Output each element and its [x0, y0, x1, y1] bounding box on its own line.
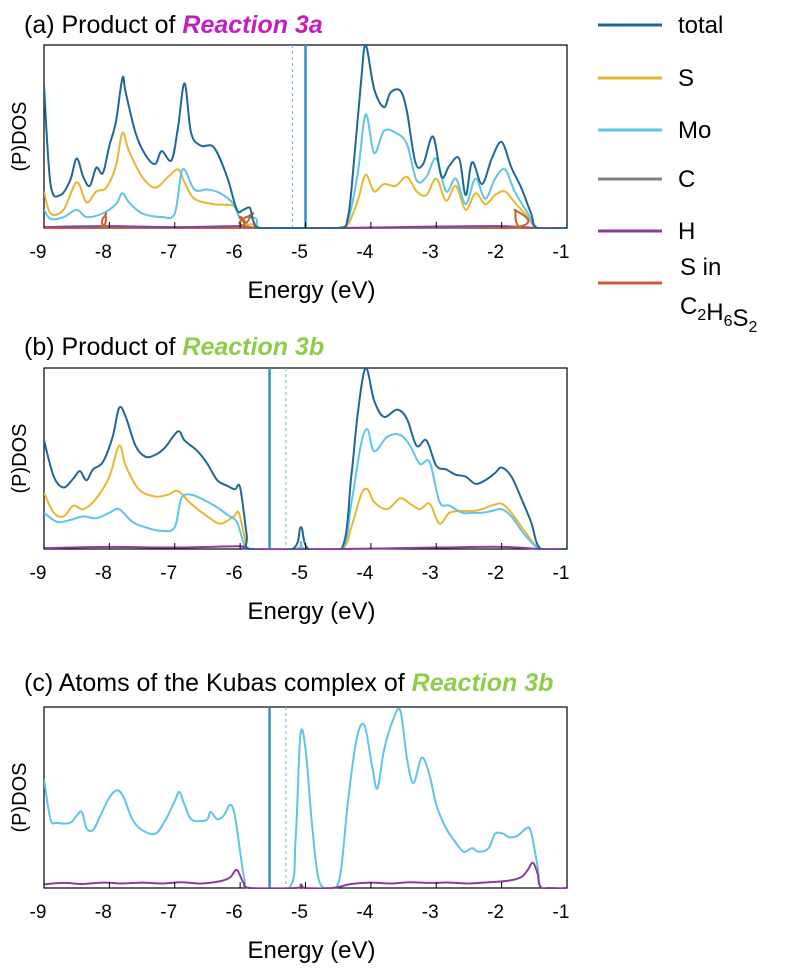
- legend-label-c: C: [678, 166, 695, 193]
- x-tick-label: -3: [422, 242, 439, 263]
- x-tick-label: -2: [487, 902, 504, 923]
- legend-label-s-in: S in: [680, 254, 721, 281]
- formula-element: H: [706, 299, 723, 326]
- plot-frame: [43, 367, 568, 550]
- x-tick-label: -5: [291, 902, 308, 923]
- x-tick-label: -1: [553, 902, 570, 923]
- legend-label-c2h6s2: C2H6S2: [680, 293, 758, 336]
- panel-title-prefix: (c) Atoms of the Kubas complex of: [24, 669, 412, 697]
- x-tick-label: -5: [291, 242, 308, 263]
- panel-title-highlight: Reaction 3b: [412, 669, 554, 697]
- x-tick-label: -9: [30, 563, 47, 584]
- panel-title: (b) Product of Reaction 3b: [24, 333, 324, 361]
- panel-title-highlight: Reaction 3a: [182, 11, 322, 39]
- panel-c: (c) Atoms of the Kubas complex of Reacti…: [9, 669, 569, 964]
- x-tick-label: -6: [226, 563, 243, 584]
- series-mo-line: [44, 428, 567, 550]
- x-tick-label: -8: [95, 242, 112, 263]
- x-tick-label: -6: [226, 242, 243, 263]
- formula-element: S: [733, 305, 749, 332]
- x-tick-label: -9: [30, 242, 47, 263]
- x-tick-label: -9: [30, 902, 47, 923]
- y-axis-label: (P)DOS: [9, 424, 31, 494]
- x-tick-label: -4: [356, 242, 373, 263]
- plot-frame: [43, 706, 568, 889]
- y-axis-label: (P)DOS: [9, 102, 31, 172]
- x-tick-label: -3: [422, 902, 439, 923]
- x-axis-label: Energy (eV): [247, 277, 375, 304]
- x-tick-label: -7: [160, 563, 177, 584]
- x-tick-label: -7: [160, 242, 177, 263]
- series-total-line: [44, 44, 567, 229]
- x-axis-label: Energy (eV): [247, 598, 375, 625]
- x-tick-label: -4: [356, 902, 373, 923]
- panel-title-highlight: Reaction 3b: [182, 333, 324, 361]
- panel-b: (b) Product of Reaction 3b -9 -8 -7 -6 -5 -4 -3…: [9, 333, 569, 625]
- x-tick-label: -5: [291, 563, 308, 584]
- x-tick-label: -3: [422, 563, 439, 584]
- legend-label-s: S: [678, 65, 694, 92]
- panel-title: (c) Atoms of the Kubas complex of Reacti…: [24, 669, 553, 697]
- x-tick-label: -1: [553, 563, 570, 584]
- x-tick-label: -8: [95, 902, 112, 923]
- x-tick-label: -2: [487, 563, 504, 584]
- series-s-line: [44, 444, 567, 550]
- formula-subscript: 2: [697, 307, 706, 324]
- panel-a: (a) Product of Reaction 3a -9 -8 -7 -6 -5 -4 -3…: [9, 11, 569, 304]
- x-tick-label: -4: [356, 563, 373, 584]
- formula-subscript: 6: [724, 313, 733, 330]
- formula-subscript: 2: [749, 319, 758, 336]
- formula-element: C: [680, 293, 697, 320]
- x-tick-label: -7: [160, 902, 177, 923]
- series-total-line: [44, 367, 567, 550]
- x-axis-label: Energy (eV): [247, 937, 375, 964]
- legend-label-total: total: [678, 12, 723, 39]
- legend-label-h: H: [678, 218, 695, 245]
- panel-title-prefix: (a) Product of: [24, 11, 182, 39]
- panel-title: (a) Product of Reaction 3a: [24, 11, 323, 39]
- y-axis-label: (P)DOS: [9, 763, 31, 833]
- legend-label-mo: Mo: [678, 117, 711, 144]
- x-tick-label: -1: [553, 242, 570, 263]
- x-tick-label: -6: [226, 902, 243, 923]
- x-tick-label: -8: [95, 563, 112, 584]
- panel-title-prefix: (b) Product of: [24, 333, 182, 361]
- series-s-in-c2h6s2-line: [44, 208, 567, 229]
- x-tick-label: -2: [487, 242, 504, 263]
- series-mo-line: [44, 707, 567, 889]
